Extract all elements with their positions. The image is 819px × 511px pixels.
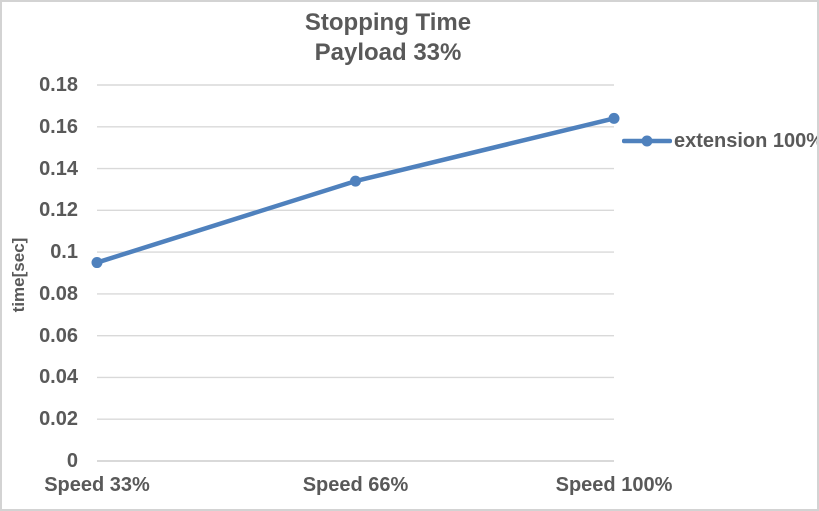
data-point-marker: [350, 175, 361, 187]
chart-title-line1: Stopping Time: [304, 9, 472, 36]
y-tick-label: 0: [66, 450, 78, 472]
data-point-marker: [608, 112, 620, 124]
y-tick-label: 0.14: [39, 157, 78, 180]
chart-title: Stopping Time Payload 33%: [2, 8, 774, 68]
series-line: [94, 116, 617, 265]
x-tick-label: Speed 33%: [44, 474, 150, 496]
y-tick-label: 0.1: [50, 241, 78, 264]
series-group: [91, 112, 620, 269]
y-tick-label: 0.16: [39, 115, 78, 138]
legend-label: extension 100%: [674, 129, 819, 152]
y-axis-title: time[sec]: [9, 237, 28, 313]
y-tick-label: 0.04: [39, 366, 78, 389]
x-tick-label: Speed 100%: [555, 474, 673, 496]
y-tick-label: 0.12: [39, 199, 78, 222]
gridlines-group: [97, 84, 614, 462]
y-tick-label: 0.02: [39, 408, 78, 431]
legend-line-marker-icon: [622, 135, 672, 147]
legend: extension 100%: [622, 129, 819, 153]
y-tick-label: 0.08: [39, 282, 78, 305]
data-point-marker: [91, 257, 103, 269]
y-tick-label: 0.18: [39, 74, 78, 96]
x-tick-label: Speed 66%: [302, 474, 409, 496]
y-tick-label: 0.06: [39, 324, 78, 347]
chart-title-line2: Payload 33%: [314, 39, 462, 66]
